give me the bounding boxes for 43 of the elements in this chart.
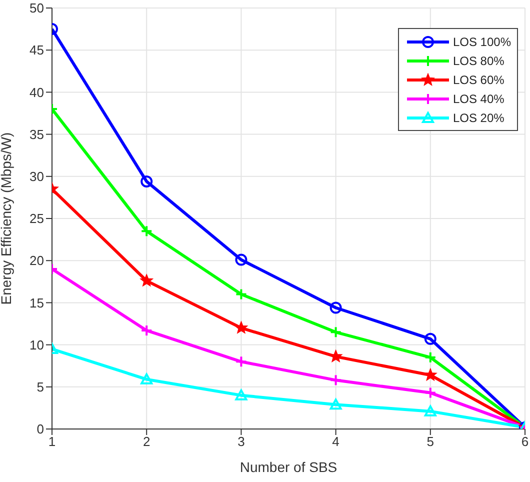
point: [234, 321, 248, 334]
y-tick-label: 35: [30, 126, 44, 142]
point: [424, 386, 436, 399]
point: [235, 389, 248, 400]
point: [140, 175, 153, 188]
legend-label: LOS 40%: [452, 92, 504, 106]
point: [424, 405, 436, 416]
y-tick-label: 50: [30, 0, 44, 16]
x-tick-label: 3: [238, 434, 245, 450]
point: [235, 254, 248, 266]
y-axis-title: Energy Efficiency (Mbps/W): [0, 132, 14, 305]
point: [424, 351, 436, 364]
y-tick-label: 45: [30, 42, 44, 58]
x-tick-label: 5: [426, 434, 434, 450]
x-axis-title: Number of SBS: [240, 459, 338, 475]
y-tick-label: 30: [30, 169, 44, 184]
y-tick-label: 40: [30, 84, 44, 100]
legend-label: LOS 20%: [452, 110, 504, 124]
legend-label: LOS 100%: [452, 34, 511, 48]
y-tick-label: 5: [36, 380, 44, 395]
x-tick-label: 1: [48, 434, 56, 450]
point: [140, 324, 153, 336]
point: [330, 302, 342, 314]
legend-label: LOS 80%: [452, 54, 504, 68]
point: [235, 356, 248, 368]
point: [235, 288, 248, 300]
point: [140, 373, 153, 384]
x-tick-label: 6: [521, 434, 529, 450]
point: [330, 374, 342, 386]
point: [330, 326, 342, 338]
point: [424, 368, 437, 380]
point: [140, 274, 153, 286]
point: [330, 398, 342, 410]
point: [424, 332, 436, 345]
legend-label: LOS 60%: [452, 72, 504, 86]
y-tick-label: 20: [30, 253, 44, 268]
x-tick-label: 4: [332, 434, 340, 450]
y-tick-label: 10: [30, 337, 44, 352]
y-tick-label: 25: [30, 211, 44, 226]
point: [140, 225, 153, 238]
y-tick-label: 0: [36, 422, 44, 437]
y-tick-label: 15: [30, 295, 44, 310]
x-tick-label: 2: [142, 434, 150, 450]
